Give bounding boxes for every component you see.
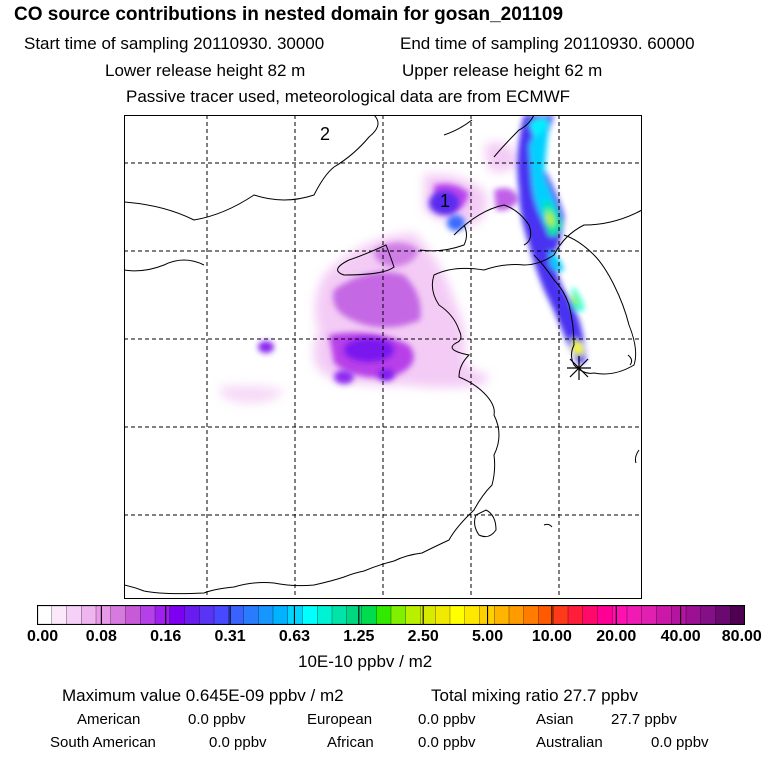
region-american-value: 0.0 ppbv [188, 711, 246, 728]
colorbar-cell [685, 605, 702, 625]
colorbar-cell [700, 605, 717, 625]
tracer-note: Passive tracer used, meteorological data… [126, 87, 571, 106]
colorbar-cell [582, 605, 599, 625]
colorbar-cell [184, 605, 200, 625]
colorbar-tick-label: 0.16 [150, 628, 182, 645]
region-european-value: 0.0 ppbv [418, 711, 476, 728]
colorbar-cell [390, 605, 407, 625]
region-african-value: 0.0 ppbv [418, 734, 476, 751]
colorbar-tick-label: 10.00 [531, 628, 572, 645]
colorbar-tick-label: 1.25 [343, 628, 375, 645]
lower-release-height: Lower release height 82 m [105, 61, 306, 80]
region-european-label: European [307, 711, 373, 728]
colorbar-cell [110, 605, 127, 625]
start-time-label: Start time of sampling 20110930. 30000 [24, 34, 325, 53]
colorbar-cell [287, 605, 304, 625]
colorbar-tick-label: 20.00 [596, 628, 637, 645]
colorbar-unit: 10E-10 ppbv / m2 [298, 652, 433, 671]
colorbar-tick-label: 5.00 [471, 628, 504, 645]
colorbar-cell [523, 605, 540, 625]
colorbar-cell [656, 605, 672, 625]
colorbar-cell [317, 605, 333, 625]
colorbar-cell [243, 605, 259, 625]
colorbar-cell [626, 605, 643, 625]
colorbar-cell [331, 605, 348, 625]
max-value-label: Maximum value 0.645E-09 ppbv / m2 [62, 686, 344, 705]
colorbar-tick-label: 0.31 [214, 628, 246, 645]
end-time-label: End time of sampling 20110930. 60000 [400, 34, 695, 53]
colorbar-cell [641, 605, 658, 625]
colorbar-cell [715, 605, 731, 625]
region-south-american-value: 0.0 ppbv [209, 734, 267, 751]
colorbar-cell [494, 605, 510, 625]
colorbar-tick-label: 0.63 [278, 628, 311, 645]
colorbar-cell [464, 605, 481, 625]
region-american-label: American [77, 711, 141, 728]
map-label-2: 2 [320, 124, 330, 144]
total-mixing-ratio: Total mixing ratio 27.7 ppbv [431, 686, 638, 705]
colorbar-cell [435, 605, 451, 625]
colorbar-cell [213, 605, 230, 625]
map-label-1: 1 [440, 191, 450, 211]
colorbar-cell [169, 605, 186, 625]
receptor-marker [567, 356, 591, 380]
colorbar [37, 605, 745, 625]
colorbar-cell [405, 605, 422, 625]
colorbar-cell [302, 605, 318, 625]
region-australian-label: Australian [536, 734, 603, 751]
colorbar-cell [730, 605, 745, 625]
upper-release-height: Upper release height 62 m [402, 61, 603, 80]
colorbar-cell [258, 605, 274, 625]
colorbar-cell [81, 605, 97, 625]
colorbar-cell [37, 605, 53, 625]
colorbar-tick-label: 2.50 [407, 628, 439, 645]
colorbar-tick-label: 0.00 [27, 628, 59, 645]
colorbar-cell [346, 605, 363, 625]
colorbar-cell [597, 605, 613, 625]
region-african-label: African [327, 734, 374, 751]
colorbar-cell [361, 605, 377, 625]
colorbar-tick-label: 0.08 [85, 628, 117, 645]
colorbar-cell [272, 605, 289, 625]
colorbar-cell [95, 605, 112, 625]
colorbar-cell [567, 605, 584, 625]
colorbar-cell [553, 605, 569, 625]
colorbar-cell [154, 605, 171, 625]
colorbar-tick-label: 40.00 [660, 628, 701, 645]
figure-title: CO source contributions in nested domain… [14, 4, 564, 25]
map-panel: 2 1 [124, 115, 642, 599]
colorbar-cell [449, 605, 466, 625]
region-australian-value: 0.0 ppbv [651, 734, 709, 751]
colorbar-cell [125, 605, 141, 625]
region-asian-value: 27.7 ppbv [611, 711, 677, 728]
colorbar-cell [612, 605, 628, 625]
colorbar-cell [51, 605, 68, 625]
coastlines [124, 115, 642, 595]
graticule [124, 115, 642, 599]
colorbar-cell [66, 605, 82, 625]
colorbar-cell [671, 605, 687, 625]
colorbar-cell [140, 605, 156, 625]
colorbar-cell [199, 605, 215, 625]
region-asian-label: Asian [536, 711, 574, 728]
colorbar-cell [228, 605, 245, 625]
colorbar-cell [508, 605, 525, 625]
colorbar-tick-label: 80.00 [721, 628, 762, 645]
colorbar-cell [376, 605, 392, 625]
region-south-american-label: South American [50, 734, 156, 751]
